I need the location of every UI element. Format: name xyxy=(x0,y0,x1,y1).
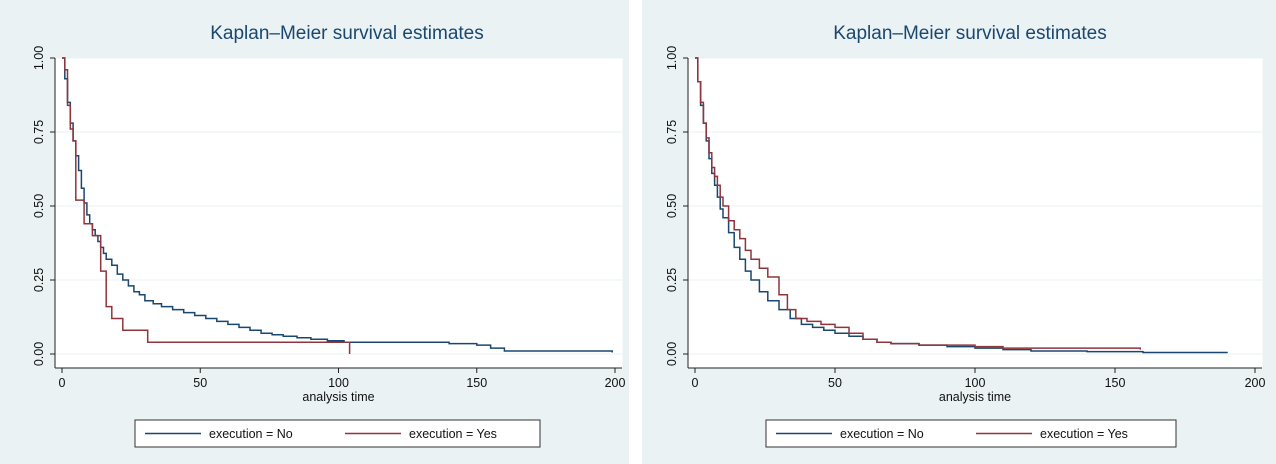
y-tick-label: 0.75 xyxy=(32,120,46,144)
x-tick-label: 200 xyxy=(1245,376,1266,390)
y-tick-label: 0.00 xyxy=(32,342,46,366)
y-tick-label: 1.00 xyxy=(32,46,46,70)
chart-title: Kaplan–Meier survival estimates xyxy=(833,23,1107,44)
x-tick-label: 100 xyxy=(965,376,986,390)
x-tick-label: 50 xyxy=(193,376,207,390)
y-tick-label: 0.50 xyxy=(32,194,46,218)
y-tick-label: 0.00 xyxy=(665,342,679,366)
legend: execution = No execution = Yes xyxy=(134,419,541,448)
x-tick-label: 0 xyxy=(59,376,66,390)
x-tick-label: 150 xyxy=(466,376,487,390)
y-tick-label: 0.25 xyxy=(32,268,46,292)
x-tick-label: 200 xyxy=(605,376,626,390)
legend: execution = No execution = Yes xyxy=(765,419,1177,448)
x-axis-title: analysis time xyxy=(939,390,1011,404)
km-chart-left: Kaplan–Meier survival estimates 0.00 0.25 0… xyxy=(0,0,629,464)
survival-curve-yes xyxy=(62,57,351,354)
x-tick-label: 50 xyxy=(828,376,842,390)
plot-area xyxy=(54,57,623,369)
y-tick-label: 1.00 xyxy=(665,46,679,70)
legend-label-yes: execution = Yes xyxy=(409,427,497,441)
survival-curve-no xyxy=(695,57,1228,354)
plot-area xyxy=(687,57,1263,369)
legend-label-no: execution = No xyxy=(209,427,293,441)
legend-label-no: execution = No xyxy=(840,427,924,441)
x-tick-label: 100 xyxy=(328,376,349,390)
legend-box xyxy=(134,419,541,448)
survival-curve-yes xyxy=(695,57,1141,350)
y-tick-label: 0.50 xyxy=(665,194,679,218)
km-chart-right: Kaplan–Meier survival estimates 0.00 0.25 0… xyxy=(642,0,1276,464)
y-tick-label: 0.25 xyxy=(665,268,679,292)
y-tick-label: 0.75 xyxy=(665,120,679,144)
x-tick-label: 150 xyxy=(1105,376,1126,390)
x-axis-title: analysis time xyxy=(302,390,374,404)
x-tick-label: 0 xyxy=(692,376,699,390)
legend-label-yes: execution = Yes xyxy=(1040,427,1128,441)
legend-box xyxy=(765,419,1177,448)
chart-title: Kaplan–Meier survival estimates xyxy=(210,23,484,44)
